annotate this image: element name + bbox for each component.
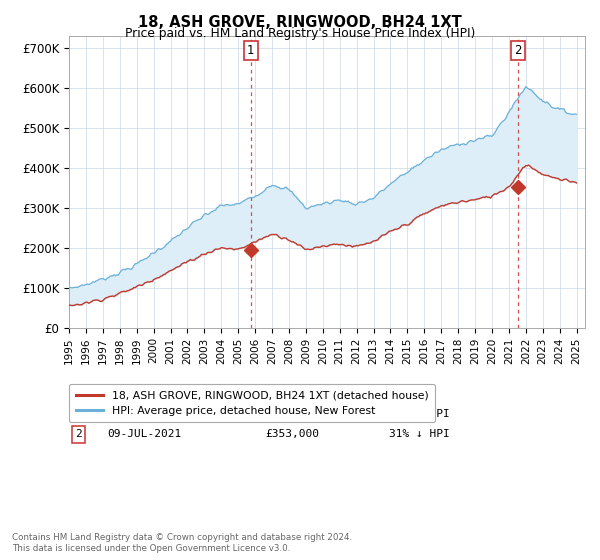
Text: 2: 2 — [514, 44, 521, 57]
Legend: 18, ASH GROVE, RINGWOOD, BH24 1XT (detached house), HPI: Average price, detached: 18, ASH GROVE, RINGWOOD, BH24 1XT (detac… — [69, 384, 435, 422]
Text: £195,500: £195,500 — [265, 408, 319, 418]
Text: 1: 1 — [247, 44, 254, 57]
Text: 36% ↓ HPI: 36% ↓ HPI — [389, 408, 449, 418]
Text: 09-JUL-2021: 09-JUL-2021 — [108, 430, 182, 440]
Text: Contains HM Land Registry data © Crown copyright and database right 2024.
This d: Contains HM Land Registry data © Crown c… — [12, 533, 352, 553]
Text: 18, ASH GROVE, RINGWOOD, BH24 1XT: 18, ASH GROVE, RINGWOOD, BH24 1XT — [138, 15, 462, 30]
Text: £353,000: £353,000 — [265, 430, 319, 440]
Text: 1: 1 — [75, 408, 82, 418]
Text: 31% ↓ HPI: 31% ↓ HPI — [389, 430, 449, 440]
Text: 28-SEP-2005: 28-SEP-2005 — [108, 408, 182, 418]
Text: Price paid vs. HM Land Registry's House Price Index (HPI): Price paid vs. HM Land Registry's House … — [125, 27, 475, 40]
Text: 2: 2 — [75, 430, 82, 440]
